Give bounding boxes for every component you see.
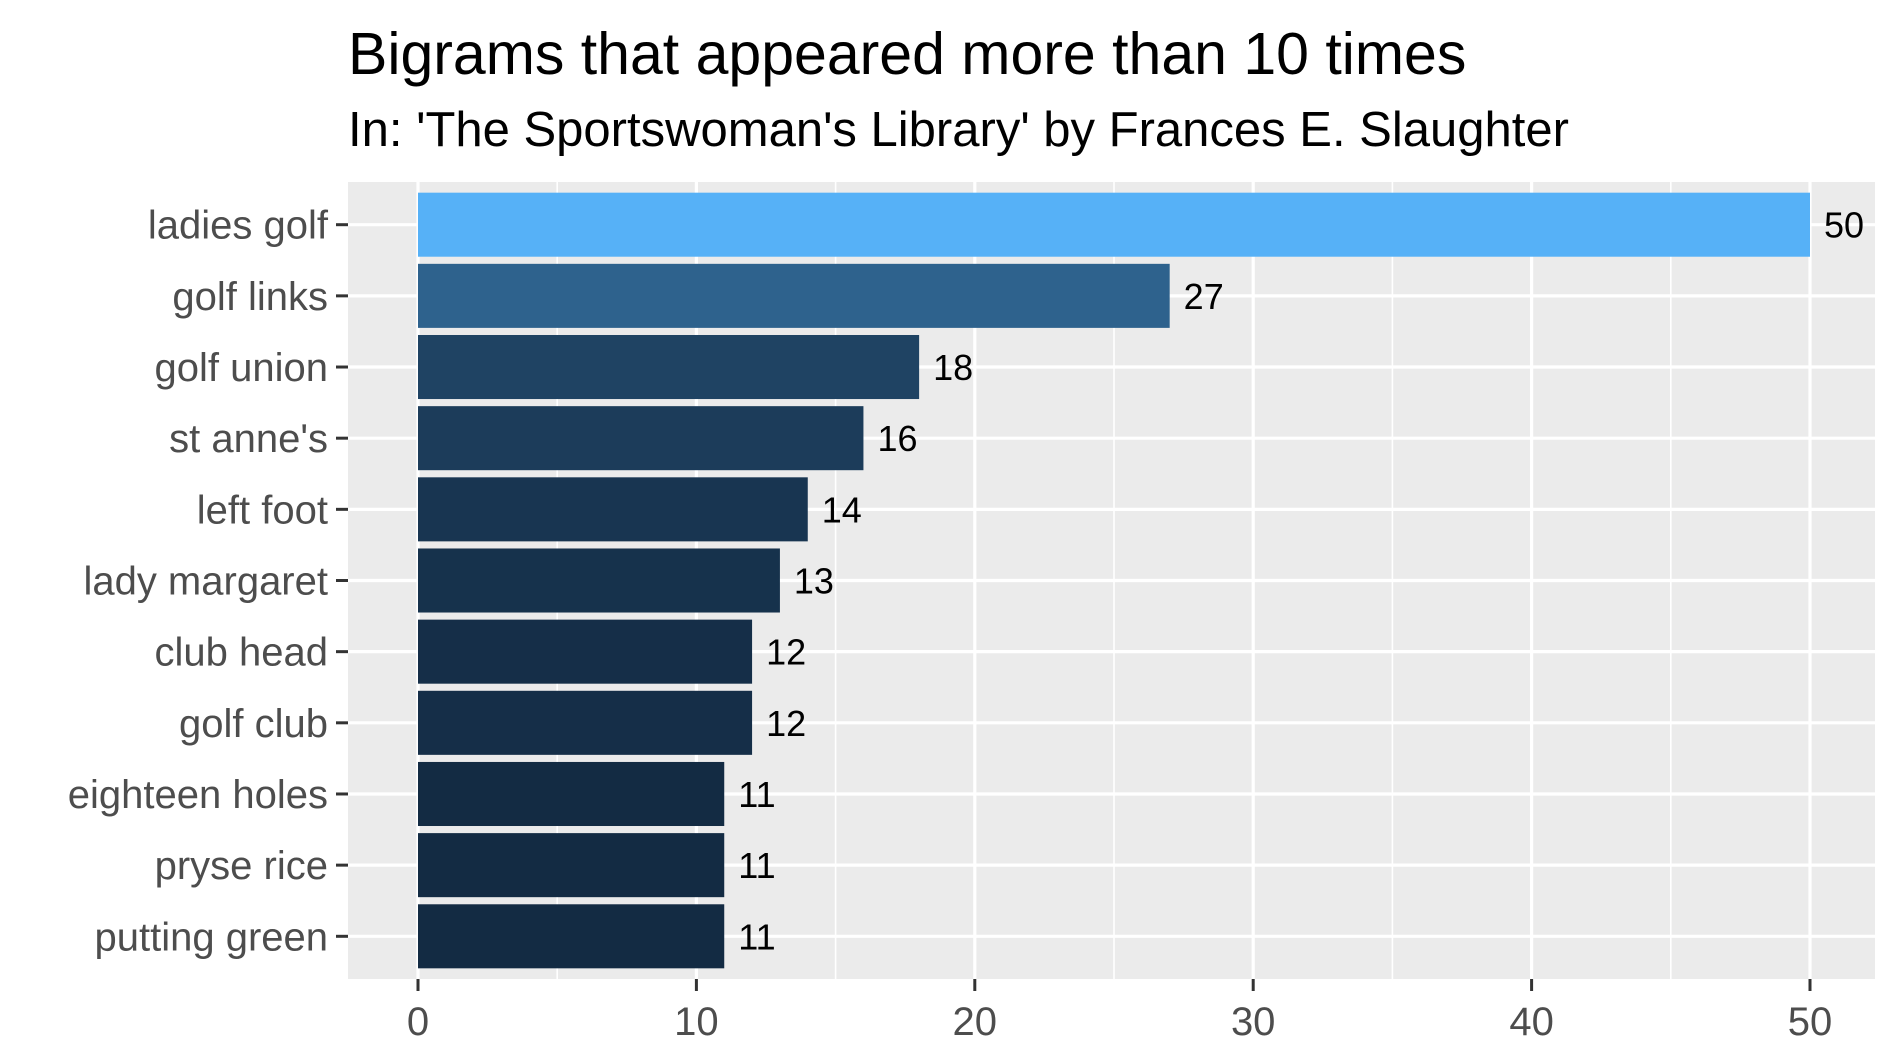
bar-value-label: 11 [738, 916, 775, 957]
bar-value-label: 12 [766, 632, 806, 673]
bar-value-label: 12 [766, 703, 806, 744]
y-axis-category-label: putting green [94, 915, 328, 959]
chart-title: Bigrams that appeared more than 10 times [348, 21, 1466, 87]
y-axis-category-label: pryse rice [155, 844, 328, 888]
bar [418, 833, 725, 898]
y-axis-category-label: eighteen holes [68, 773, 328, 817]
y-axis-category-label: golf links [172, 275, 328, 319]
x-axis-tick-label: 30 [1231, 1000, 1276, 1044]
x-axis-tick-labels: 0 10 20 30 40 50 [407, 979, 1832, 1044]
x-axis-tick-label: 10 [674, 1000, 719, 1044]
y-axis-category-label: golf club [179, 702, 328, 746]
bars [418, 192, 1810, 969]
bar [418, 619, 753, 684]
bar-value-label: 16 [877, 418, 917, 459]
x-axis-tick-label: 20 [953, 1000, 998, 1044]
x-axis-tick-label: 40 [1509, 1000, 1554, 1044]
bar [418, 477, 808, 542]
bar [418, 904, 725, 969]
bar-value-label: 14 [822, 489, 862, 530]
x-axis-tick-label: 50 [1788, 1000, 1833, 1044]
chart-subtitle: In: 'The Sportswoman's Library' by Franc… [348, 103, 1569, 157]
bar-value-label: 11 [738, 774, 775, 815]
y-axis-category-labels: ladies golf golf links golf union st anne's… [68, 204, 348, 959]
y-axis-category-label: left foot [197, 488, 328, 532]
y-axis-category-label: ladies golf [148, 204, 329, 248]
y-axis-category-label: club head [155, 631, 328, 675]
x-axis-tick-label: 0 [407, 1000, 429, 1044]
bar-value-label: 13 [794, 561, 834, 602]
y-axis-category-label: golf union [155, 346, 328, 390]
bar-value-label: 18 [933, 347, 973, 388]
value-labels: 50 27 18 16 14 13 12 12 11 11 11 [738, 205, 1864, 958]
y-axis-category-label: lady margaret [83, 560, 328, 604]
y-axis-category-label: st anne's [169, 417, 328, 461]
bar [418, 548, 780, 613]
bar [418, 406, 864, 471]
bar [418, 761, 725, 827]
bar-value-label: 11 [738, 845, 775, 886]
bar-value-label: 27 [1184, 276, 1224, 317]
bar [418, 192, 1810, 257]
bar [418, 690, 753, 755]
bar [418, 334, 920, 400]
bar [418, 263, 1170, 328]
bar-value-label: 50 [1824, 205, 1864, 246]
